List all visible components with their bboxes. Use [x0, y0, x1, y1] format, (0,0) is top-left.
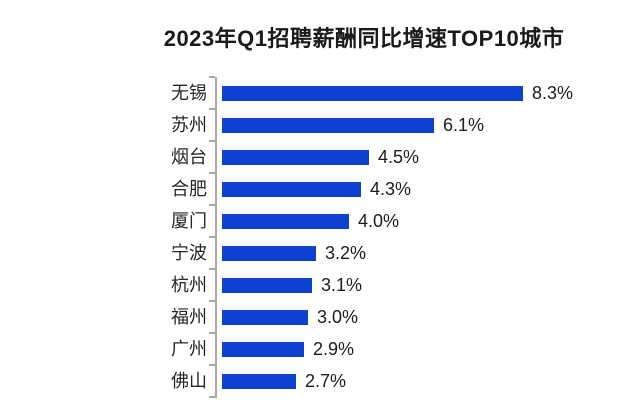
bar: [222, 245, 316, 261]
axis-tick: [209, 300, 215, 302]
axis-tick: [209, 332, 215, 334]
axis-tick: [209, 268, 215, 270]
value-label: 2.9%: [313, 339, 355, 359]
value-label: 3.1%: [321, 275, 363, 295]
axis-tick: [209, 172, 215, 174]
value-label: 4.5%: [378, 147, 420, 167]
category-label: 厦门: [171, 211, 207, 231]
axis-tick: [209, 140, 215, 142]
category-label: 宁波: [171, 243, 207, 263]
value-label: 6.1%: [443, 115, 485, 135]
bar: [222, 149, 369, 165]
axis-tick: [209, 108, 215, 110]
bar: [222, 341, 304, 357]
value-label: 2.7%: [305, 371, 347, 391]
value-label: 4.0%: [358, 211, 400, 231]
value-label: 3.2%: [325, 243, 367, 263]
bar: [222, 85, 523, 101]
value-label: 4.3%: [370, 179, 412, 199]
category-label: 福州: [171, 307, 207, 327]
value-label: 3.0%: [317, 307, 359, 327]
value-label: 8.3%: [532, 83, 574, 103]
category-axis-line: [215, 77, 217, 398]
axis-tick: [209, 364, 215, 366]
category-label: 杭州: [171, 275, 207, 295]
category-label: 苏州: [171, 115, 207, 135]
bar: [222, 373, 296, 389]
axis-tick: [209, 236, 215, 238]
axis-tick: [209, 76, 215, 78]
bar: [222, 213, 349, 229]
axis-tick: [209, 396, 215, 398]
bar: [222, 117, 434, 133]
category-label: 无锡: [171, 83, 207, 103]
chart-title: 2023年Q1招聘薪酬同比增速TOP10城市: [163, 26, 565, 51]
category-label: 烟台: [171, 147, 207, 167]
bar: [222, 181, 361, 197]
category-label: 佛山: [171, 371, 207, 391]
category-label: 广州: [171, 339, 207, 359]
bar: [222, 277, 312, 293]
bar: [222, 309, 308, 325]
axis-tick: [209, 204, 215, 206]
category-label: 合肥: [171, 179, 207, 199]
